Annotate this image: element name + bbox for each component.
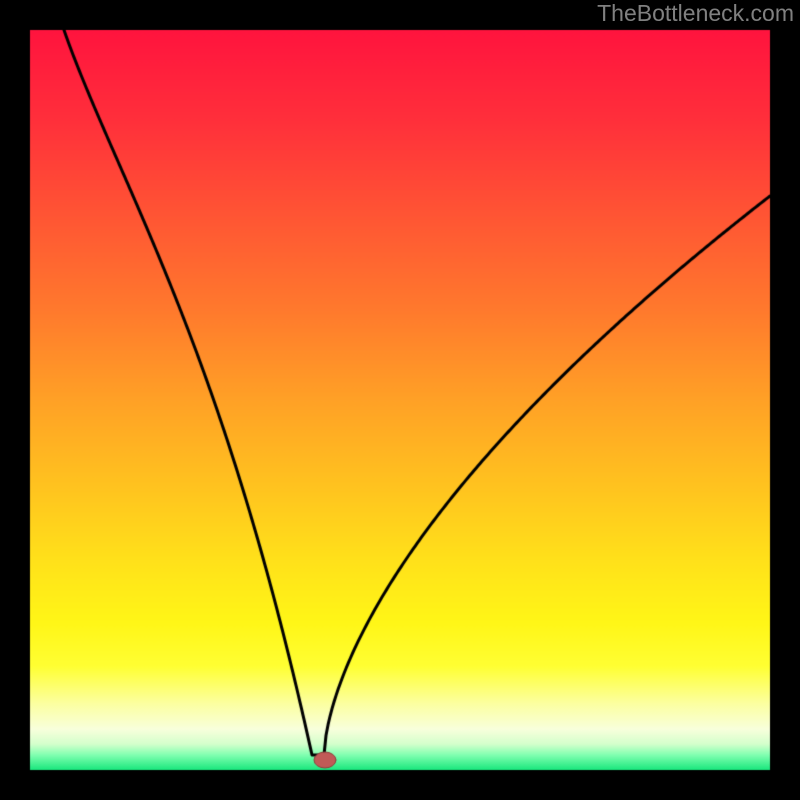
bottleneck-chart-canvas bbox=[0, 0, 800, 800]
chart-container: TheBottleneck.com bbox=[0, 0, 800, 800]
watermark-text: TheBottleneck.com bbox=[597, 0, 794, 27]
